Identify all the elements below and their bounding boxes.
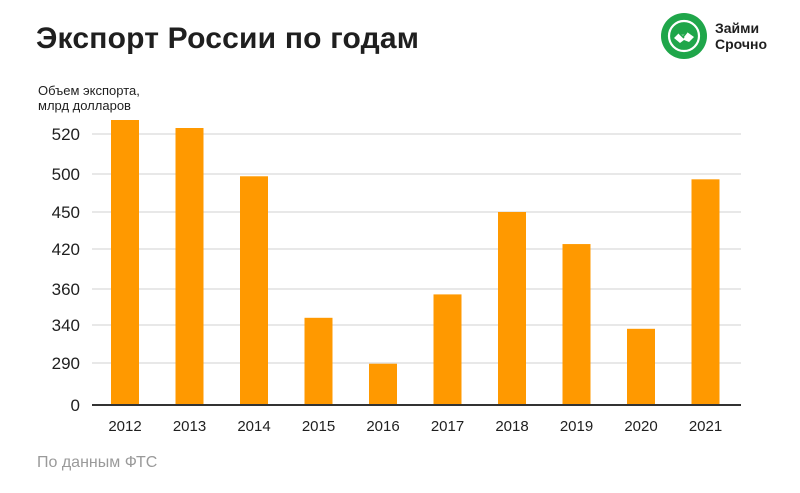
brand-logo[interactable]: Займи Срочно [661,13,767,59]
bar [627,328,655,405]
brand-name-line2: Срочно [715,36,768,52]
x-tick-label: 2016 [366,418,399,435]
y-tick-label: 0 [71,396,80,415]
bar [369,363,397,405]
bar [691,179,720,405]
y-tick-label: 450 [52,203,80,222]
bar [304,317,333,405]
bar [240,176,268,405]
y-tick-label: 420 [52,240,80,259]
x-tick-label: 2018 [495,418,528,435]
x-tick-label: 2017 [431,418,464,435]
y-tick-label: 340 [52,316,80,335]
y-axis-label-line1: Объем экспорта, [38,83,140,98]
y-axis-label: Объем экспорта, млрд долларов [38,83,178,113]
page-title: Экспорт России по годам [36,22,420,55]
x-tick-label: 2015 [302,418,335,435]
x-tick-label: 2013 [173,418,206,435]
brand-name-line1: Займи [715,20,760,36]
y-tick-label: 500 [52,165,80,184]
x-tick-label: 2021 [689,418,722,435]
y-tick-label: 520 [52,125,80,144]
handshake-icon [661,13,707,59]
bar [562,244,591,405]
x-tick-label: 2014 [237,418,270,435]
bar [498,212,526,405]
bar [433,294,462,405]
x-tick-label: 2020 [624,418,657,435]
bar [111,120,139,405]
x-tick-label: 2012 [108,418,141,435]
y-tick-label: 360 [52,280,80,299]
y-axis-label-line2: млрд долларов [38,98,131,113]
y-tick-label: 290 [52,354,80,373]
brand-name: Займи Срочно [715,20,767,52]
bar [175,128,204,405]
source-note: По данным ФТС [37,454,158,471]
x-tick-label: 2019 [560,418,593,435]
